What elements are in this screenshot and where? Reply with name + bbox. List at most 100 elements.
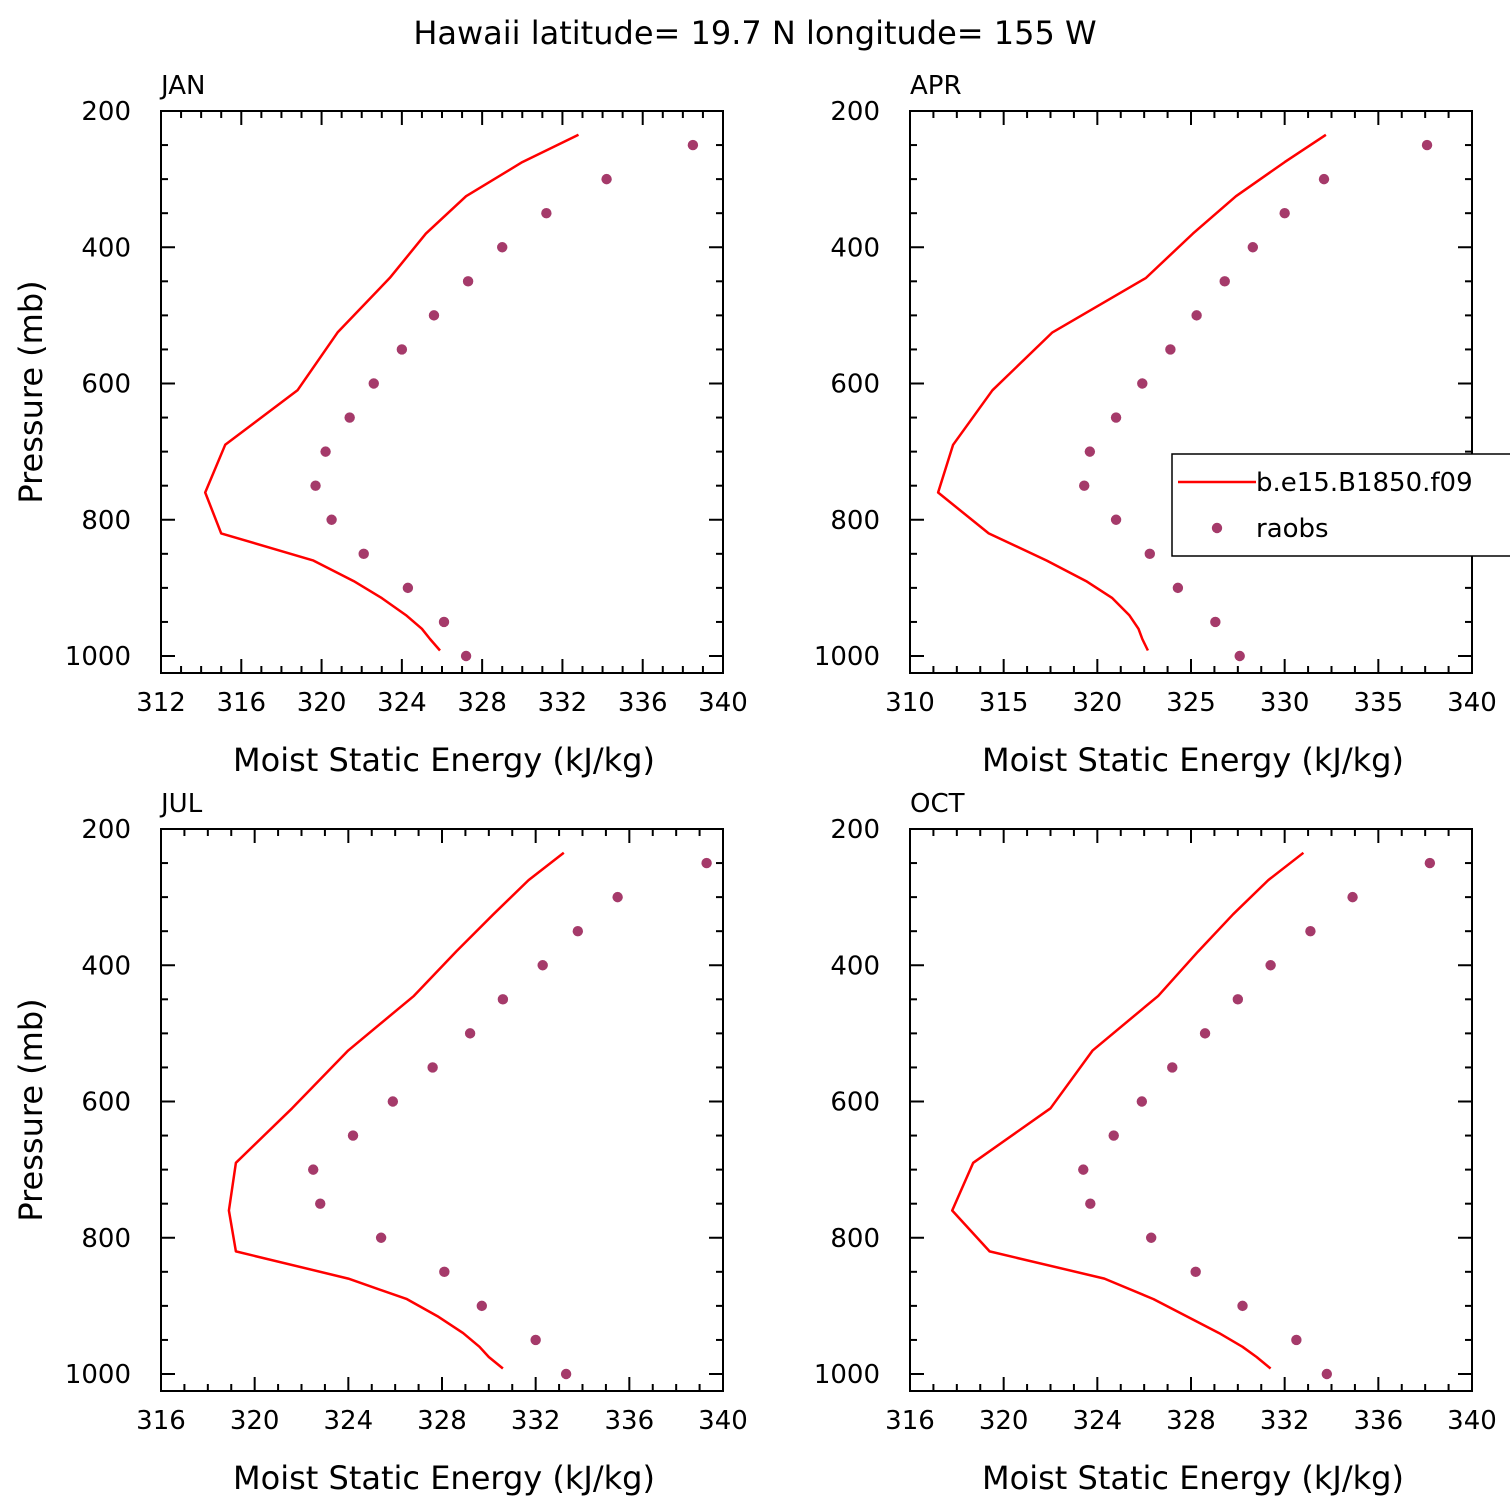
- data-point-apr: [1219, 276, 1230, 287]
- series-line-apr: [936, 133, 1327, 652]
- panel-frame-jan: [160, 110, 724, 674]
- x-tick-label-oct: 320: [979, 1406, 1029, 1436]
- data-point-apr: [1247, 242, 1259, 253]
- panel-title-jan: JAN: [159, 71, 205, 101]
- data-point-apr: [1421, 139, 1433, 151]
- data-point-apr: [1234, 650, 1245, 662]
- x-tick-label-jan: 340: [698, 688, 748, 718]
- x-tick-label-jan: 332: [538, 688, 588, 718]
- data-point-jul: [387, 1096, 399, 1107]
- data-point-apr: [1318, 173, 1330, 185]
- x-tick-label-jan: 324: [377, 688, 427, 718]
- data-point-oct: [1265, 960, 1276, 971]
- x-tick-label-jul: 332: [511, 1406, 561, 1436]
- data-point-apr: [1191, 310, 1202, 321]
- data-point-apr: [1279, 207, 1290, 219]
- data-point-jul: [347, 1130, 359, 1141]
- data-point-oct: [1347, 891, 1358, 903]
- y-tick-label-oct: 1000: [814, 1360, 880, 1390]
- x-tick-label-apr: 310: [885, 688, 935, 718]
- x-tick-label-apr: 315: [979, 688, 1029, 718]
- data-point-jul: [560, 1368, 572, 1380]
- data-point-jul: [537, 960, 548, 971]
- data-point-oct: [1305, 925, 1316, 937]
- data-point-apr: [1079, 480, 1090, 491]
- data-point-jan: [344, 412, 355, 423]
- y-tick-label-apr: 400: [830, 233, 880, 263]
- panel-oct: OCT 316 320 324 328 332 336 340 200 400 600 800 1000…: [814, 789, 1497, 1497]
- series-line-jan: [203, 133, 580, 652]
- panel-frame-oct: [909, 828, 1473, 1392]
- x-tick-label-oct: 332: [1260, 1406, 1310, 1436]
- data-point-jul: [572, 925, 584, 937]
- y-tick-label-jan: 800: [81, 506, 131, 536]
- data-point-jan: [402, 582, 414, 594]
- x-axis-label-jul: Moist Static Energy (kJ/kg): [233, 1459, 655, 1497]
- data-point-jul: [375, 1232, 387, 1243]
- y-tick-label-oct: 600: [830, 1088, 880, 1118]
- data-point-oct: [1291, 1334, 1302, 1346]
- series-line-jul: [227, 851, 565, 1370]
- data-point-jan: [368, 378, 379, 389]
- x-tick-label-apr: 335: [1354, 688, 1404, 718]
- data-point-jan: [358, 548, 369, 560]
- data-point-oct: [1145, 1232, 1157, 1243]
- x-tick-label-oct: 328: [1166, 1406, 1216, 1436]
- x-tick-label-apr: 320: [1073, 688, 1123, 718]
- panel-frame-jul: [160, 828, 724, 1392]
- x-tick-label-jan: 316: [216, 688, 266, 718]
- legend-box: [1171, 453, 1510, 557]
- legend-dot-swatch: [1211, 522, 1223, 534]
- x-tick-label-jul: 328: [417, 1406, 467, 1436]
- data-point-jan: [326, 514, 337, 525]
- data-point-jan: [497, 242, 508, 253]
- y-tick-label-oct: 400: [830, 951, 880, 981]
- data-point-jul: [439, 1266, 450, 1278]
- y-tick-label-jul: 800: [81, 1224, 131, 1254]
- y-tick-label-apr: 200: [830, 97, 880, 127]
- data-point-jul: [308, 1164, 319, 1175]
- data-point-apr: [1110, 412, 1122, 423]
- data-point-apr: [1144, 548, 1155, 560]
- y-tick-label-jul: 200: [81, 815, 131, 845]
- figure-title: Hawaii latitude= 19.7 N longitude= 155 W: [413, 14, 1096, 52]
- y-tick-label-apr: 1000: [814, 642, 880, 672]
- data-point-jan: [320, 446, 331, 457]
- x-tick-label-apr: 325: [1166, 688, 1216, 718]
- x-tick-label-jul: 336: [605, 1406, 655, 1436]
- series-line-oct: [950, 851, 1305, 1370]
- x-tick-label-apr: 340: [1447, 688, 1497, 718]
- data-point-jan: [460, 650, 472, 662]
- y-tick-label-jul: 1000: [65, 1360, 131, 1390]
- panel-title-apr: APR: [910, 71, 962, 101]
- legend-label-model: b.e15.B1850.f09: [1256, 468, 1473, 498]
- data-point-jul: [612, 891, 623, 903]
- y-tick-label-jul: 400: [81, 951, 131, 981]
- data-point-apr: [1210, 616, 1221, 628]
- x-axis-label-jan: Moist Static Energy (kJ/kg): [233, 741, 655, 779]
- data-point-jan: [438, 616, 450, 628]
- data-point-jul: [497, 994, 509, 1005]
- data-point-oct: [1167, 1062, 1178, 1073]
- panel-frame-apr: [909, 110, 1473, 674]
- data-point-jul: [476, 1300, 488, 1312]
- legend-label-obs: raobs: [1256, 514, 1329, 544]
- data-point-oct: [1232, 994, 1244, 1005]
- y-tick-label-jul: 600: [81, 1088, 131, 1118]
- y-axis-label-jul: Pressure (mb): [12, 998, 50, 1221]
- y-tick-label-jan: 200: [81, 97, 131, 127]
- data-point-jan: [541, 207, 552, 219]
- data-point-jan: [310, 480, 321, 491]
- data-point-oct: [1190, 1266, 1201, 1278]
- data-point-apr: [1165, 344, 1176, 355]
- y-tick-label-jan: 400: [81, 233, 131, 263]
- data-point-oct: [1237, 1300, 1248, 1312]
- data-point-apr: [1110, 514, 1122, 525]
- x-tick-label-jul: 340: [698, 1406, 748, 1436]
- data-point-apr: [1172, 582, 1184, 594]
- y-tick-label-jan: 1000: [65, 642, 131, 672]
- data-point-oct: [1199, 1028, 1211, 1039]
- y-tick-label-oct: 200: [830, 815, 880, 845]
- x-tick-label-jul: 324: [324, 1406, 374, 1436]
